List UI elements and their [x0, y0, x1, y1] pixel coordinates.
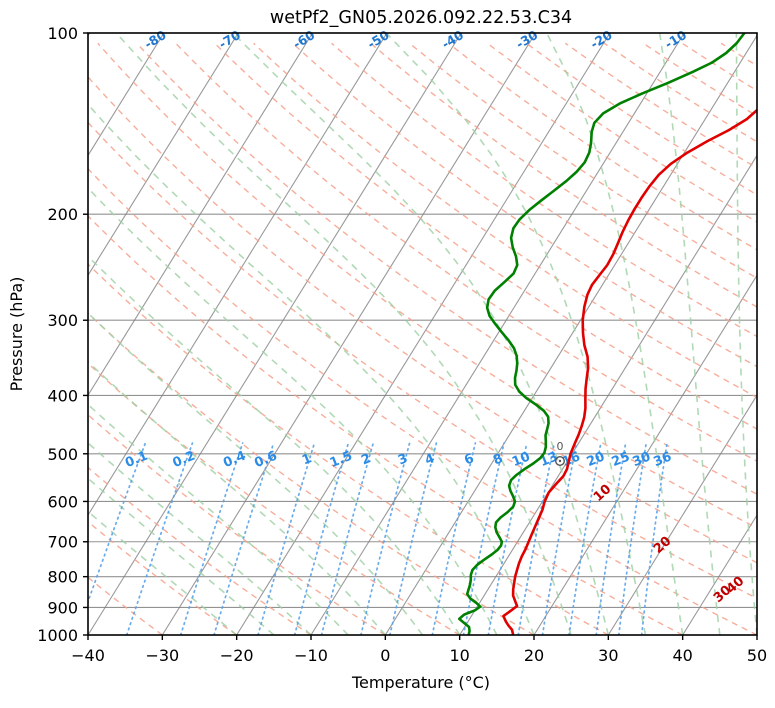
x-axis-label: Temperature (°C)	[351, 673, 490, 692]
x-tick-label: 50	[747, 646, 767, 665]
mixing-ratio-label: 20	[585, 449, 607, 470]
x-tick-label: 20	[524, 646, 544, 665]
y-tick-label: 900	[47, 598, 78, 617]
y-tick-label: 100	[47, 24, 78, 43]
x-tick-label: −20	[220, 646, 254, 665]
axis-ticks: −40 −30 −20 −10 0 10 20 30 40 5010020030040050060…	[37, 24, 767, 665]
page-title: wetPf2_GN05.2026.092.22.53.C34	[270, 8, 572, 28]
y-tick-label: 300	[47, 311, 78, 330]
y-tick-label: 800	[47, 568, 78, 587]
lcl-marker	[555, 456, 566, 467]
mixing-ratio-label: 25	[610, 449, 632, 470]
mixing-ratio-label: 16	[560, 449, 582, 470]
x-tick-label: −40	[71, 646, 105, 665]
y-tick-label: 1000	[37, 626, 78, 645]
x-tick-label: −30	[145, 646, 179, 665]
mixing-ratio-label: 36	[652, 449, 674, 470]
lcl-marker-label: 0	[557, 440, 564, 453]
y-tick-label: 200	[47, 205, 78, 224]
y-axis-label: Pressure (hPa)	[7, 277, 26, 392]
sounding-profiles	[457, 33, 757, 635]
y-tick-label: 400	[47, 386, 78, 405]
mixing-ratio-label: 10	[510, 449, 532, 470]
x-tick-label: 30	[598, 646, 618, 665]
y-tick-label: 600	[47, 492, 78, 511]
x-tick-label: 0	[380, 646, 390, 665]
axes-frame	[87, 32, 758, 636]
dewpoint-profile	[457, 33, 746, 635]
mixing-ratio-label: 30	[630, 449, 652, 470]
y-tick-label: 700	[47, 533, 78, 552]
background-grid	[88, 33, 757, 635]
temperature-profile	[502, 108, 757, 635]
x-tick-label: 10	[449, 646, 469, 665]
x-tick-label: 40	[672, 646, 692, 665]
x-tick-label: −10	[294, 646, 328, 665]
y-tick-label: 500	[47, 445, 78, 464]
